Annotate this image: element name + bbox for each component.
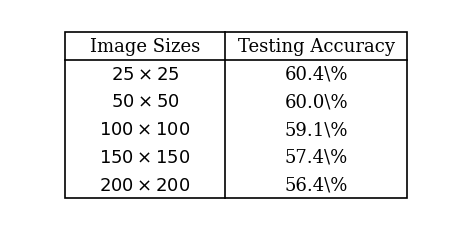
- Text: 60.4\%: 60.4\%: [284, 65, 347, 83]
- Text: $50 \times 50$: $50 \times 50$: [111, 93, 179, 111]
- Text: $150 \times 150$: $150 \times 150$: [99, 148, 190, 166]
- Text: Testing Accuracy: Testing Accuracy: [237, 38, 394, 56]
- Text: $200 \times 200$: $200 \times 200$: [99, 176, 190, 194]
- Text: $25 \times 25$: $25 \times 25$: [111, 65, 179, 83]
- Text: 57.4\%: 57.4\%: [284, 148, 347, 166]
- Text: 56.4\%: 56.4\%: [284, 176, 347, 194]
- Text: $100 \times 100$: $100 \times 100$: [99, 120, 190, 138]
- Text: Image Sizes: Image Sizes: [90, 38, 200, 56]
- Text: 60.0\%: 60.0\%: [284, 93, 347, 111]
- Text: 59.1\%: 59.1\%: [284, 120, 347, 138]
